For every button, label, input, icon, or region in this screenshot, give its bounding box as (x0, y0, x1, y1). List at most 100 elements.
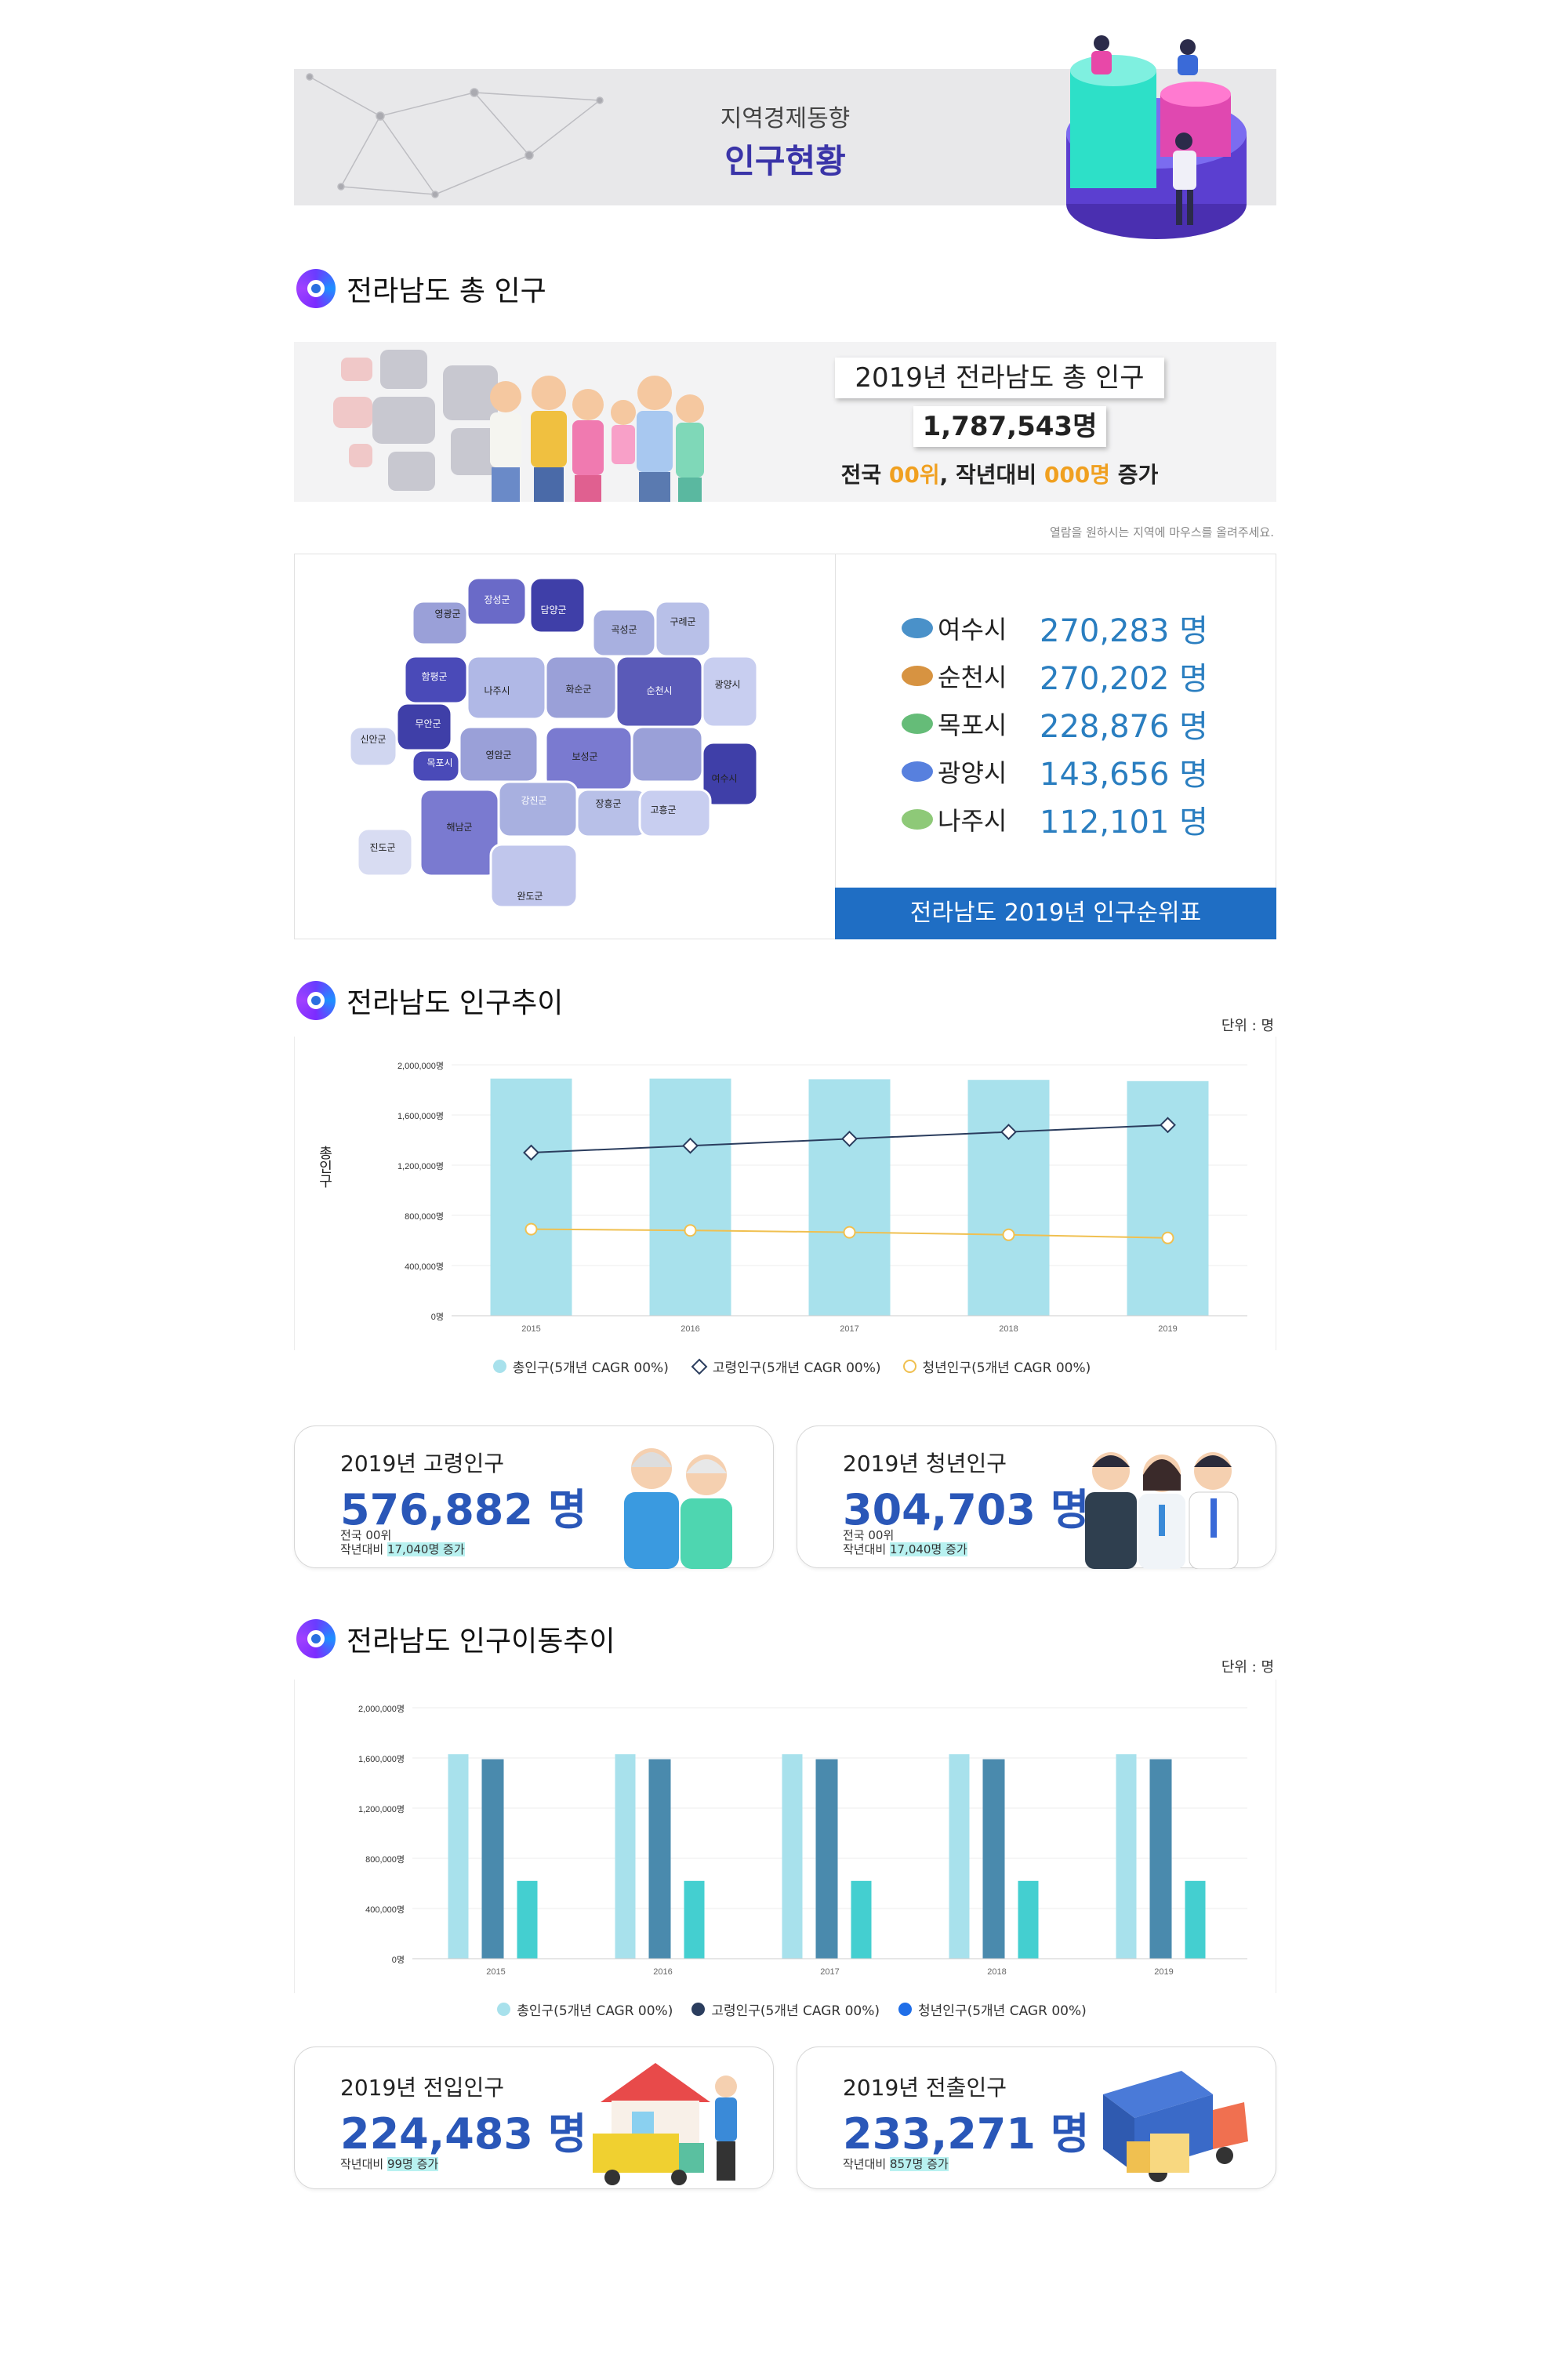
map-region-shape[interactable] (528, 576, 586, 634)
bar-1 (815, 1759, 838, 1959)
legend-item: 청년인구(5개년 CAGR 00%) (902, 1356, 1091, 1376)
card-value: 224,483 명 (340, 2109, 587, 2159)
map-region-label[interactable]: 함평군 (421, 671, 447, 682)
unit-label: 단위 : 명 (1221, 1018, 1274, 1034)
map-region-label[interactable]: 곡성군 (611, 624, 637, 635)
map-region-label[interactable]: 강진군 (521, 795, 546, 806)
banner-title: 인구현황 (724, 142, 846, 180)
card-value: 233,271 명 (843, 2109, 1090, 2159)
map-region-shape[interactable] (466, 576, 528, 626)
map-region-shape[interactable] (701, 741, 759, 807)
section-title: 전라남도 인구추이 (347, 987, 564, 1019)
map-region-label[interactable]: 보성군 (572, 751, 597, 762)
youth-population-card: 2019년 청년인구 304,703 명 전국 00위 작년대비 17,040명… (797, 1425, 1276, 1569)
total-population-box: 2019년 전라남도 총 인구 1,787,543명 전국 00위, 작년대비 … (294, 342, 1276, 502)
x-tick-label: 2019 (1158, 1324, 1177, 1334)
legend-item: 고령인구(5개년 CAGR 00%) (691, 1356, 881, 1376)
map-region-shape[interactable] (638, 788, 712, 838)
map-region-label[interactable]: 진도군 (369, 842, 395, 853)
ranking-city-value: 228,876 명 (1040, 709, 1208, 745)
change-highlight: 000명 (1044, 462, 1111, 488)
map-region-label[interactable]: 광양시 (714, 679, 740, 690)
y-tick-label: 400,000명 (365, 1905, 405, 1915)
line-point-diamond (523, 1144, 539, 1161)
map-region-shape[interactable] (348, 725, 398, 768)
ranking-row[interactable]: 나주시 112,101 명 (902, 800, 1231, 841)
bar-total (1127, 1080, 1209, 1316)
x-tick-label: 2017 (820, 1967, 839, 1977)
bar-total (649, 1078, 731, 1316)
line-point-circle (1161, 1231, 1174, 1244)
line-point-diamond (1160, 1117, 1176, 1134)
map-region-label[interactable]: 해남군 (446, 822, 472, 833)
migration-chart-frame: 0명 400,000명 800,000명 1,200,000명 1,600,000명 2,… (294, 1680, 1276, 1993)
map-region-shape[interactable] (654, 600, 712, 658)
ranking-city-value: 143,656 명 (1040, 757, 1208, 793)
map-region-shape[interactable] (489, 843, 579, 909)
map-region-label[interactable]: 여수시 (711, 773, 737, 784)
ranking-city-value: 270,202 명 (1040, 661, 1208, 697)
map-region-label[interactable]: 고흥군 (650, 804, 676, 815)
map-region-label[interactable]: 순천시 (646, 685, 672, 696)
y-tick-label: 2,000,000명 (397, 1061, 444, 1071)
map-region-label[interactable]: 장성군 (484, 594, 510, 605)
moving-in-illustration (593, 2063, 737, 2185)
section-bullet-icon (296, 269, 336, 308)
map-region-shape[interactable] (630, 725, 704, 783)
total-population-heading: 2019년 전라남도 총 인구 (835, 358, 1164, 398)
x-tick-label: 2018 (999, 1324, 1018, 1334)
map-region-label[interactable]: 무안군 (415, 718, 441, 729)
card-change: 작년대비 857명 증가 (843, 2157, 949, 2171)
map-region-shape[interactable] (458, 725, 539, 783)
elderly-population-card: 2019년 고령인구 576,882 명 전국 00위 작년대비 17,040명… (294, 1425, 774, 1569)
section-header-trend: 전라남도 인구추이 (296, 977, 563, 1024)
map-region-shape[interactable] (497, 780, 579, 838)
ranking-city-name: 목포시 (938, 710, 1007, 740)
bar-0 (782, 1754, 803, 1959)
map-region-label[interactable]: 완도군 (517, 891, 543, 902)
legend-circle-icon (902, 1360, 916, 1373)
family-illustration (490, 376, 704, 502)
ranking-row[interactable]: 여수시 270,283 명 (902, 608, 1231, 649)
map-region-label[interactable]: 영광군 (434, 608, 460, 619)
ranking-row[interactable]: 광양시 143,656 명 (902, 752, 1231, 793)
y-axis-label: 총인구 (317, 1146, 333, 1188)
yeosu-logo-icon (902, 618, 933, 638)
outflow-population-card: 2019년 전출인구 233,271 명 작년대비 857명 증가 (797, 2046, 1276, 2189)
bar-2 (1018, 1880, 1039, 1959)
legend-dot-icon (898, 2003, 913, 2016)
elderly-couple-illustration (624, 1448, 732, 1569)
map-region-label[interactable]: 화순군 (565, 684, 591, 695)
ranking-table-button[interactable]: 전라남도 2019년 인구순위표 (835, 888, 1276, 939)
map-region-label[interactable]: 담양군 (540, 605, 566, 616)
map-region-label[interactable]: 구례군 (670, 616, 695, 627)
section-bullet-icon (296, 1619, 336, 1658)
line-point-circle (684, 1224, 697, 1237)
ranking-row[interactable]: 목포시 228,876 명 (902, 704, 1231, 745)
map-region-label[interactable]: 목포시 (426, 757, 452, 768)
card-change: 작년대비 99명 증가 (340, 2157, 439, 2171)
legend-item: 고령인구(5개년 CAGR 00%) (691, 1999, 880, 2019)
ranking-city-name: 광양시 (938, 758, 1007, 788)
map-region-shape[interactable] (411, 600, 469, 646)
map-region-shape[interactable] (575, 788, 649, 838)
map-region-label[interactable]: 영암군 (485, 750, 511, 761)
suncheon-logo-icon (902, 666, 933, 686)
map-region-label[interactable]: 나주시 (484, 685, 510, 696)
line-point-circle (524, 1222, 538, 1236)
line-point-diamond (841, 1130, 858, 1147)
map-region-shape[interactable] (419, 788, 500, 877)
inflow-population-card: 2019년 전입인구 224,483 명 작년대비 99명 증가 (294, 2046, 774, 2189)
bar-0 (949, 1754, 970, 1959)
card-title: 2019년 전입인구 (340, 2075, 504, 2101)
map-region-shape[interactable] (356, 827, 414, 877)
ranking-row[interactable]: 순천시 270,202 명 (902, 656, 1231, 697)
map-region-label[interactable]: 장흥군 (595, 798, 621, 809)
y-tick-label: 400,000명 (405, 1262, 444, 1272)
map-region-label[interactable]: 신안군 (360, 734, 386, 745)
legend-dot-icon (492, 1360, 506, 1373)
ranking-city-name: 순천시 (938, 663, 1007, 692)
y-tick-label: 1,600,000명 (358, 1754, 405, 1764)
map-region-shape[interactable] (701, 655, 759, 728)
